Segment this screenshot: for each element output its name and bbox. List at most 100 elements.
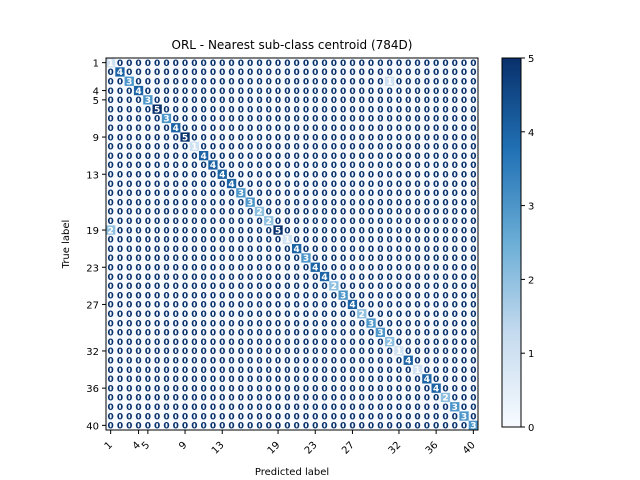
heatmap-cell [431, 290, 442, 301]
heatmap-cell [115, 234, 125, 245]
heatmap-cell [217, 95, 228, 105]
cell-value-label: 0 [145, 394, 151, 404]
heatmap-cell [412, 327, 423, 338]
cell-value-label: 0 [163, 254, 169, 264]
heatmap-cell [208, 374, 218, 384]
heatmap-cell [329, 392, 339, 403]
heatmap-cell [292, 216, 302, 226]
cell-value-label: 0 [135, 245, 141, 255]
heatmap-cell [338, 151, 349, 161]
heatmap-cell [468, 160, 479, 170]
cell-value-label: 0 [294, 310, 300, 320]
heatmap-cell [329, 141, 339, 152]
heatmap-cell [133, 290, 144, 301]
y-tick-label: 4 [93, 87, 99, 98]
heatmap-cell [226, 327, 237, 338]
cell-value-label: 0 [284, 105, 290, 115]
heatmap-cell [152, 364, 163, 375]
cell-value-label: 0 [135, 170, 141, 180]
heatmap-cell [273, 58, 283, 68]
heatmap-cell [106, 141, 116, 152]
heatmap-cell [254, 253, 265, 263]
cell-value-label: 0 [266, 198, 272, 208]
cell-value-label: 0 [387, 263, 393, 273]
cell-value-label: 0 [154, 143, 160, 153]
heatmap-cell [310, 411, 321, 421]
heatmap-cell [329, 402, 339, 412]
heatmap-cell [459, 346, 469, 356]
cell-value-label: 0 [461, 226, 467, 236]
heatmap-cell [450, 374, 460, 384]
cell-value-label: 0 [331, 356, 337, 366]
heatmap-cell [375, 132, 386, 142]
heatmap-cell [245, 392, 256, 403]
heatmap-cell [468, 392, 479, 403]
colorbar-tick-label: 3 [528, 202, 534, 213]
cell-value-label: 0 [154, 412, 160, 422]
heatmap-cell [180, 271, 190, 282]
cell-value-label: 0 [433, 87, 439, 97]
heatmap-cell [431, 364, 442, 375]
cell-value-label: 0 [145, 254, 151, 264]
cell-value-label: 0 [349, 236, 355, 246]
cell-value-label: 0 [349, 217, 355, 227]
heatmap-cell [208, 309, 218, 319]
cell-value-label: 0 [135, 375, 141, 385]
cell-value-label: 0 [256, 245, 262, 255]
cell-value-label: 0 [247, 152, 253, 162]
heatmap-cell [254, 225, 265, 235]
cell-value-label: 0 [266, 366, 272, 376]
cell-value-label: 0 [331, 105, 337, 115]
cell-value-label: 0 [275, 198, 281, 208]
cell-value-label: 0 [452, 310, 458, 320]
heatmap-cell [459, 188, 469, 198]
cell-value-label: 0 [154, 217, 160, 227]
heatmap-cell [338, 234, 349, 245]
heatmap-cell [254, 402, 265, 412]
heatmap-cell [124, 244, 135, 254]
cell-value-label: 0 [312, 422, 318, 432]
cell-value-label: 0 [191, 245, 197, 255]
heatmap-cell [264, 327, 274, 338]
heatmap-cell [329, 123, 339, 133]
cell-value-label: 0 [154, 236, 160, 246]
cell-value-label: 0 [405, 254, 411, 264]
cell-value-label: 0 [238, 384, 244, 394]
cell-value-label: 0 [117, 375, 123, 385]
heatmap-cell [403, 281, 414, 291]
cell-value-label: 0 [284, 282, 290, 292]
cell-value-label: 0 [321, 291, 327, 301]
heatmap-cell [245, 225, 256, 235]
heatmap-cell [180, 402, 190, 412]
cell-value-label: 0 [284, 96, 290, 106]
cell-value-label: 0 [294, 254, 300, 264]
cell-value-label: 0 [405, 412, 411, 422]
heatmap-cell [245, 364, 256, 375]
heatmap-cell [450, 76, 460, 87]
cell-value-label: 0 [312, 384, 318, 394]
heatmap-cell [161, 290, 172, 301]
cell-value-label: 0 [275, 170, 281, 180]
heatmap-cell [217, 402, 228, 412]
heatmap-cell [431, 141, 442, 152]
heatmap-cell [189, 271, 200, 282]
heatmap-cell [357, 216, 367, 226]
y-tick-label: 13 [86, 170, 99, 181]
cell-value-label: 4 [228, 180, 234, 190]
heatmap-cell [319, 123, 330, 133]
cell-value-label: 0 [442, 366, 448, 376]
heatmap-cell [366, 188, 376, 198]
cell-value-label: 0 [163, 236, 169, 246]
cell-value-label: 0 [191, 87, 197, 97]
heatmap-cell [245, 402, 256, 412]
cell-value-label: 0 [294, 236, 300, 246]
cell-value-label: 0 [210, 263, 216, 273]
cell-value-label: 0 [210, 403, 216, 413]
heatmap-cell [422, 151, 432, 161]
heatmap-cell [161, 58, 172, 68]
cell-value-label: 0 [191, 226, 197, 236]
heatmap-cell [189, 206, 200, 217]
heatmap-cell [115, 76, 125, 87]
cell-value-label: 0 [182, 226, 188, 236]
cell-value-label: 0 [470, 366, 476, 376]
